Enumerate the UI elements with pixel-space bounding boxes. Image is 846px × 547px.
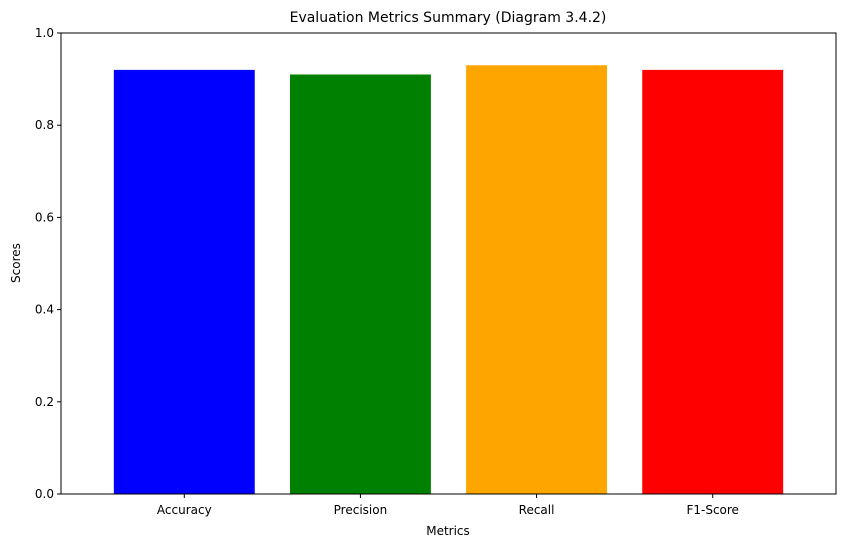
y-tick-label: 0.6 (35, 210, 54, 224)
axes-frame (60, 32, 837, 495)
x-axis-label: Metrics (426, 524, 470, 538)
x-tick-label: Accuracy (157, 503, 212, 517)
y-tick-label: 0.4 (35, 303, 54, 317)
bar-precision (289, 74, 431, 495)
y-tick-label: 0.0 (35, 487, 54, 501)
y-tick-label: 0.2 (35, 395, 54, 409)
y-axis-label: Scores (9, 243, 23, 283)
chart-title: Evaluation Metrics Summary (Diagram 3.4.… (290, 10, 607, 26)
y-axis: 0.0 0.2 0.4 0.6 0.8 1.0 (35, 26, 61, 501)
x-tick-label: Precision (334, 503, 388, 517)
x-tick-label: Recall (519, 503, 555, 517)
y-tick-label: 1.0 (35, 26, 54, 40)
bar-accuracy (113, 69, 255, 494)
bar-recall (466, 65, 608, 495)
x-axis: Accuracy Precision Recall F1-Score (157, 494, 739, 517)
plot-area (60, 32, 837, 495)
bar-f1-score (642, 69, 784, 494)
y-tick-label: 0.8 (35, 118, 54, 132)
x-tick-label: F1-Score (686, 503, 738, 517)
